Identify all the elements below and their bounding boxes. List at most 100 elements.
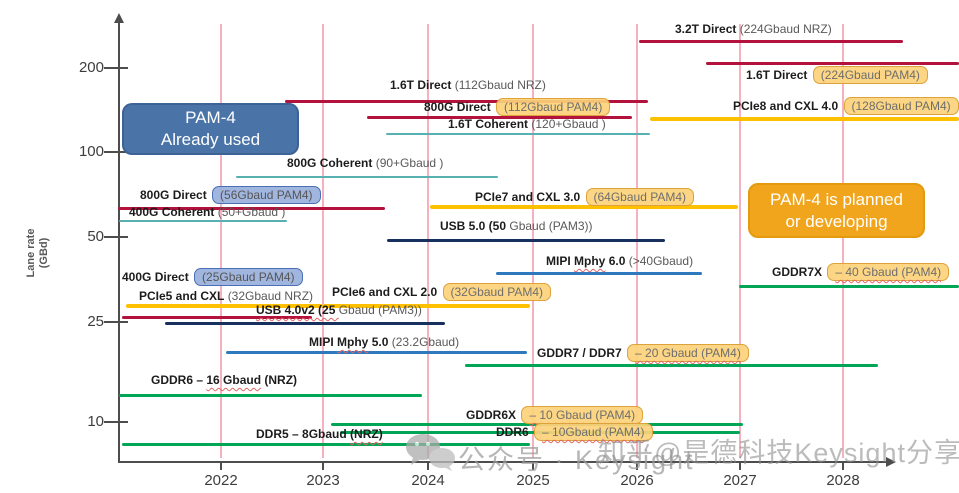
series-label-segment: (50+Gbaud )	[217, 205, 286, 219]
y-tick-label-25: 25	[87, 313, 104, 330]
series-label-gddr6: GDDR6 – 16 Gbaud (NRZ)	[151, 373, 297, 387]
series-line-mipi_mphy_50	[226, 350, 527, 354]
x-axis-arrow	[886, 457, 896, 467]
x-tick-2027	[739, 461, 741, 470]
x-tick-2028	[842, 461, 844, 470]
series-label-segment: DDR5 – 8Gbaud	[256, 427, 351, 441]
series-label-segment: Mphy	[574, 254, 606, 268]
series-label-d400_direct_25: 400G Direct (25Gbaud PAM4)	[122, 268, 303, 286]
gridline-2023	[322, 24, 324, 458]
series-label-segment: (32Gbaud PAM4)	[442, 283, 551, 301]
series-line-ddr5	[122, 442, 530, 446]
x-tick-2023	[322, 461, 324, 470]
series-label-segment: Gbaud (PAM3))	[338, 303, 422, 317]
series-label-c800_coherent: 800G Coherent (90+Gbaud )	[287, 156, 443, 170]
series-label-pcie8_cxl40: PCIe8 and CXL 4.0 (128Gbaud PAM4)	[733, 97, 959, 115]
y-tick-label-200: 200	[78, 59, 104, 76]
series-label-ddr6: DDR6 – 10Gbaud (PAM4)	[496, 423, 653, 441]
series-label-segment: PCIe7 and CXL 3.0	[475, 190, 584, 204]
series-label-mipi_mphy_50: MIPI Mphy 5.0 (23.2Gbaud)	[309, 335, 459, 349]
x-tick-label-2025: 2025	[516, 472, 550, 489]
series-label-segment: (90+Gbaud )	[375, 156, 444, 170]
x-tick-label-2028: 2028	[826, 472, 860, 489]
series-label-d800_direct_pam4: 800G Direct (112Gbaud PAM4)	[424, 98, 611, 116]
annotation-pam4-already-used-line2: Already used	[160, 130, 261, 149]
annotation-pam4-planned: PAM-4 is planned or developing	[748, 183, 925, 238]
series-line-pcie5_cxl	[126, 304, 323, 308]
x-tick-label-2023: 2023	[306, 472, 340, 489]
series-label-segment: PCIe6 and CXL 2.0	[332, 285, 441, 299]
series-label-segment: (NRZ)	[350, 427, 383, 441]
series-label-segment: (112Gbaud NRZ)	[454, 78, 546, 92]
series-label-segment: GDDR6X	[466, 408, 520, 422]
series-label-segment: 1.6T Direct	[746, 68, 811, 82]
y-axis-title: Lane rate (GBd)	[25, 213, 51, 293]
series-label-segment: – 10 Gbaud (PAM4)	[521, 406, 644, 424]
x-tick-label-2027: 2027	[723, 472, 757, 489]
y-tick-200	[104, 67, 128, 69]
series-label-segment: PCIe5 and CXL	[139, 289, 228, 303]
series-line-pcie8_cxl40	[650, 117, 959, 121]
series-label-segment: (128Gbaud PAM4)	[843, 97, 959, 115]
series-line-pcie6_cxl20	[323, 304, 530, 308]
series-line-usb_50	[387, 238, 665, 242]
series-label-segment: – 20 Gbaud (PAM4)	[627, 344, 749, 362]
series-line-t16_direct_pam4	[706, 61, 959, 65]
series-label-segment: (32Gbaud NRZ)	[227, 289, 314, 303]
series-label-segment: 400G Coherent	[129, 205, 218, 219]
series-label-pcie5_cxl: PCIe5 and CXL (32Gbaud NRZ)	[139, 289, 313, 303]
series-label-segment: Mphy	[337, 335, 369, 349]
series-label-segment: – 10Gbaud (PAM4)	[534, 423, 653, 441]
series-label-segment: 1.6T Coherent	[448, 117, 532, 131]
series-label-usb_40v2: USB 4.0v2 (25 Gbaud (PAM3))	[256, 303, 422, 317]
y-tick-label-100: 100	[78, 143, 104, 160]
series-line-mipi_mphy_60	[496, 271, 702, 275]
y-tick-100	[104, 151, 128, 153]
wechat-icon	[403, 432, 457, 477]
y-tick-label-50: 50	[87, 228, 104, 245]
series-label-t16_coherent: 1.6T Coherent (120+Gbaud )	[448, 117, 606, 131]
series-line-t16_coherent	[386, 133, 650, 135]
series-label-segment: 5.0	[368, 335, 392, 349]
gridline-2027	[739, 24, 741, 458]
series-label-segment: 1.6T Direct	[390, 78, 455, 92]
series-label-segment: (224Gbaud NRZ)	[739, 22, 832, 36]
x-tick-label-2022: 2022	[204, 472, 238, 489]
series-line-d800_direct_56	[118, 206, 385, 210]
x-axis-line	[118, 461, 888, 463]
series-label-t16_direct_pam4: 1.6T Direct (224Gbaud PAM4)	[746, 66, 928, 84]
series-line-t16_direct_nrz	[285, 99, 648, 103]
series-line-c800_coherent	[236, 176, 498, 178]
x-tick-label-2026: 2026	[620, 472, 654, 489]
series-label-c400_coherent: 400G Coherent (50+Gbaud )	[129, 205, 285, 219]
series-label-segment: USB 4.0v2 (25	[256, 303, 339, 317]
series-label-segment: (>40Gbaud)	[628, 254, 694, 268]
series-line-gddr7_ddr7	[465, 363, 878, 367]
series-label-segment: 6.0	[605, 254, 629, 268]
x-tick-2025	[532, 461, 534, 470]
series-label-ddr5: DDR5 – 8Gbaud (NRZ)	[256, 427, 383, 441]
series-label-pcie6_cxl20: PCIe6 and CXL 2.0 (32Gbaud PAM4)	[332, 283, 551, 301]
series-label-segment: 800G Direct	[140, 188, 211, 202]
series-label-segment: 800G Direct	[424, 100, 495, 114]
series-label-t32_direct: 3.2T Direct (224Gbaud NRZ)	[675, 22, 832, 36]
series-label-segment: (56Gbaud PAM4)	[212, 186, 321, 204]
series-label-usb_50: USB 5.0 (50 Gbaud (PAM3))	[440, 219, 593, 233]
series-line-d400_direct_25	[122, 315, 312, 319]
gridline-2022	[220, 24, 222, 458]
series-label-segment: MIPI	[309, 335, 338, 349]
y-axis-arrow	[114, 13, 124, 23]
y-axis-title-line2: (GBd)	[38, 237, 50, 269]
series-line-c400_coherent	[119, 220, 287, 222]
series-label-segment: 16 Gbaud	[206, 373, 262, 387]
series-label-segment: DDR6	[496, 425, 533, 439]
series-label-segment: (NRZ)	[261, 373, 298, 387]
series-label-d800_direct_56: 800G Direct (56Gbaud PAM4)	[140, 186, 321, 204]
series-label-segment: (120+Gbaud )	[531, 117, 606, 131]
series-label-segment: 3.2T Direct	[675, 22, 740, 36]
series-label-mipi_mphy_60: MIPI Mphy 6.0 (>40Gbaud)	[546, 254, 693, 268]
x-tick-2024	[427, 461, 429, 470]
series-label-segment: GDDR7X	[772, 265, 826, 279]
series-label-segment: GDDR7 / DDR7	[537, 346, 626, 360]
